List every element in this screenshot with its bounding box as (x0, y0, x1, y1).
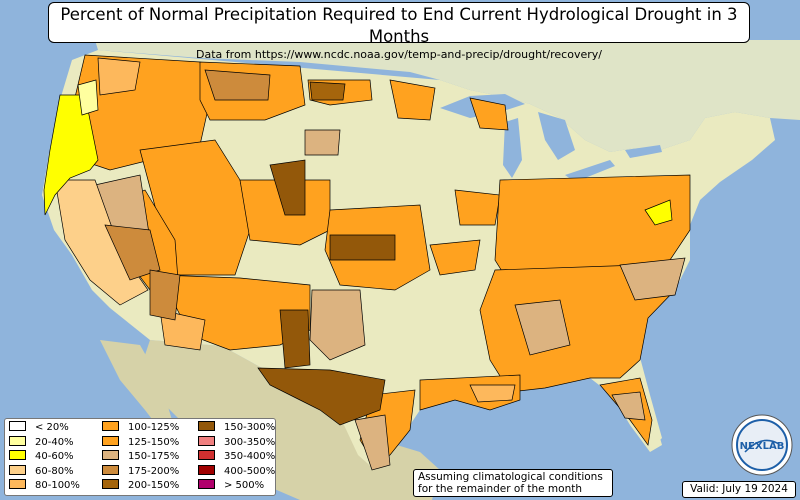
legend-item: 175-200% (102, 464, 180, 480)
legend-swatch (9, 450, 26, 460)
lake-huron (538, 112, 575, 160)
baja-land (100, 340, 175, 440)
title-box: Percent of Normal Precipitation Required… (48, 2, 750, 61)
region-nm-tan (309, 289, 366, 361)
legend-item: 80-100% (9, 479, 80, 494)
lake-ontario (625, 145, 662, 158)
legend-label: 100-125% (128, 422, 180, 433)
legend-label: 80-100% (35, 480, 80, 491)
legend-item: 150-175% (102, 450, 179, 465)
legend-swatch (102, 464, 119, 475)
legend-swatch (9, 435, 26, 446)
nexlab-logo: NEXLAB (731, 414, 793, 476)
region-tx-tan (354, 414, 391, 471)
legend-item: > 500% (198, 479, 275, 494)
legend-label: 400-500% (224, 465, 276, 477)
logo-text: NEXLAB (740, 441, 785, 452)
legend-label: 350-400% (224, 451, 276, 462)
legend-label: 20-40% (35, 436, 74, 448)
region-texas-brown (257, 367, 386, 426)
canada-land (95, 40, 800, 152)
lake-michigan (503, 118, 522, 178)
legend-swatch (102, 479, 119, 489)
region-ks-brown (329, 234, 396, 261)
legend-item: 400-500% (198, 464, 276, 480)
region-az-light (159, 309, 206, 351)
legend-swatch (9, 464, 26, 475)
legend-item: 60-80% (9, 464, 80, 480)
drought-yellow-regions (43, 79, 673, 226)
legend-item: 200-150% (102, 479, 179, 494)
legend-swatch (198, 479, 215, 489)
legend-item: < 20% (9, 421, 80, 436)
legend-item: 350-400% (198, 450, 275, 465)
map-subtitle: Data from https://www.ncdc.noaa.gov/temp… (196, 48, 602, 61)
legend-label: 175-200% (128, 465, 180, 477)
legend-swatch (9, 421, 26, 431)
legend-item: 125-150% (102, 435, 180, 451)
legend-label: 40-60% (35, 451, 74, 462)
legend-swatch (198, 421, 215, 431)
legend-item: 100-125% (102, 421, 179, 436)
region-montana-brown (204, 69, 271, 101)
note-line-1: Assuming climatological conditions (418, 471, 603, 483)
legend-item: 20-40% (9, 435, 80, 451)
legend-swatch (102, 450, 119, 460)
legend-label: 200-150% (128, 480, 180, 491)
region-ca-light (54, 179, 149, 306)
legend-swatch (102, 421, 119, 431)
legend-swatch (9, 479, 26, 489)
region-fl-tan (611, 391, 646, 421)
legend-column-1: < 20% 20-40% 40-60% 60-80% 80-100% (9, 421, 80, 494)
drought-brown-regions (104, 69, 396, 426)
region-nd-brown (309, 81, 346, 101)
legend-label: 300-350% (224, 436, 276, 448)
legend-item: 300-350% (198, 435, 276, 451)
region-mn (389, 79, 436, 121)
legend-swatch (198, 464, 215, 475)
region-carolina-tan (619, 257, 686, 301)
legend-label: 60-80% (35, 465, 74, 477)
note-line-2: for the remainder of the month (418, 483, 583, 495)
region-nv-brown (104, 224, 161, 281)
region-nm-brown (279, 309, 311, 369)
legend: < 20% 20-40% 40-60% 60-80% 80-100% 100-1… (4, 418, 276, 496)
drought-light-regions (54, 57, 516, 403)
legend-label: > 500% (224, 480, 265, 491)
valid-date-label: Valid: July 19 2024 (682, 481, 796, 498)
legend-label: 150-175% (128, 451, 180, 462)
region-md-yellow (644, 199, 673, 226)
region-la-light (469, 384, 516, 403)
lake-erie (565, 160, 615, 182)
region-sw-brown (149, 269, 181, 321)
region-wy-brown (269, 159, 306, 216)
region-sd-tan (304, 129, 341, 156)
legend-label: 150-300% (224, 422, 276, 433)
map-title: Percent of Normal Precipitation Required… (60, 5, 738, 46)
legend-swatch (198, 435, 215, 446)
region-ozarks (429, 239, 481, 276)
legend-label: 125-150% (128, 436, 180, 448)
region-al-tan (514, 299, 571, 356)
region-nw-yellow (77, 79, 99, 116)
legend-item: 150-300% (198, 421, 275, 436)
legend-label: < 20% (35, 422, 69, 433)
region-michigan (469, 97, 509, 131)
region-midwest (454, 189, 501, 226)
legend-swatch (198, 450, 215, 460)
region-or-light (97, 57, 141, 96)
legend-column-3: 150-300% 300-350% 350-400% 400-500% > 50… (198, 421, 275, 494)
legend-swatch (102, 435, 119, 446)
legend-item: 40-60% (9, 450, 80, 465)
assumption-note: Assuming climatological conditions for t… (413, 469, 613, 497)
region-coast-yellow (43, 94, 99, 216)
legend-column-2: 100-125% 125-150% 150-175% 175-200% 200-… (102, 421, 179, 494)
